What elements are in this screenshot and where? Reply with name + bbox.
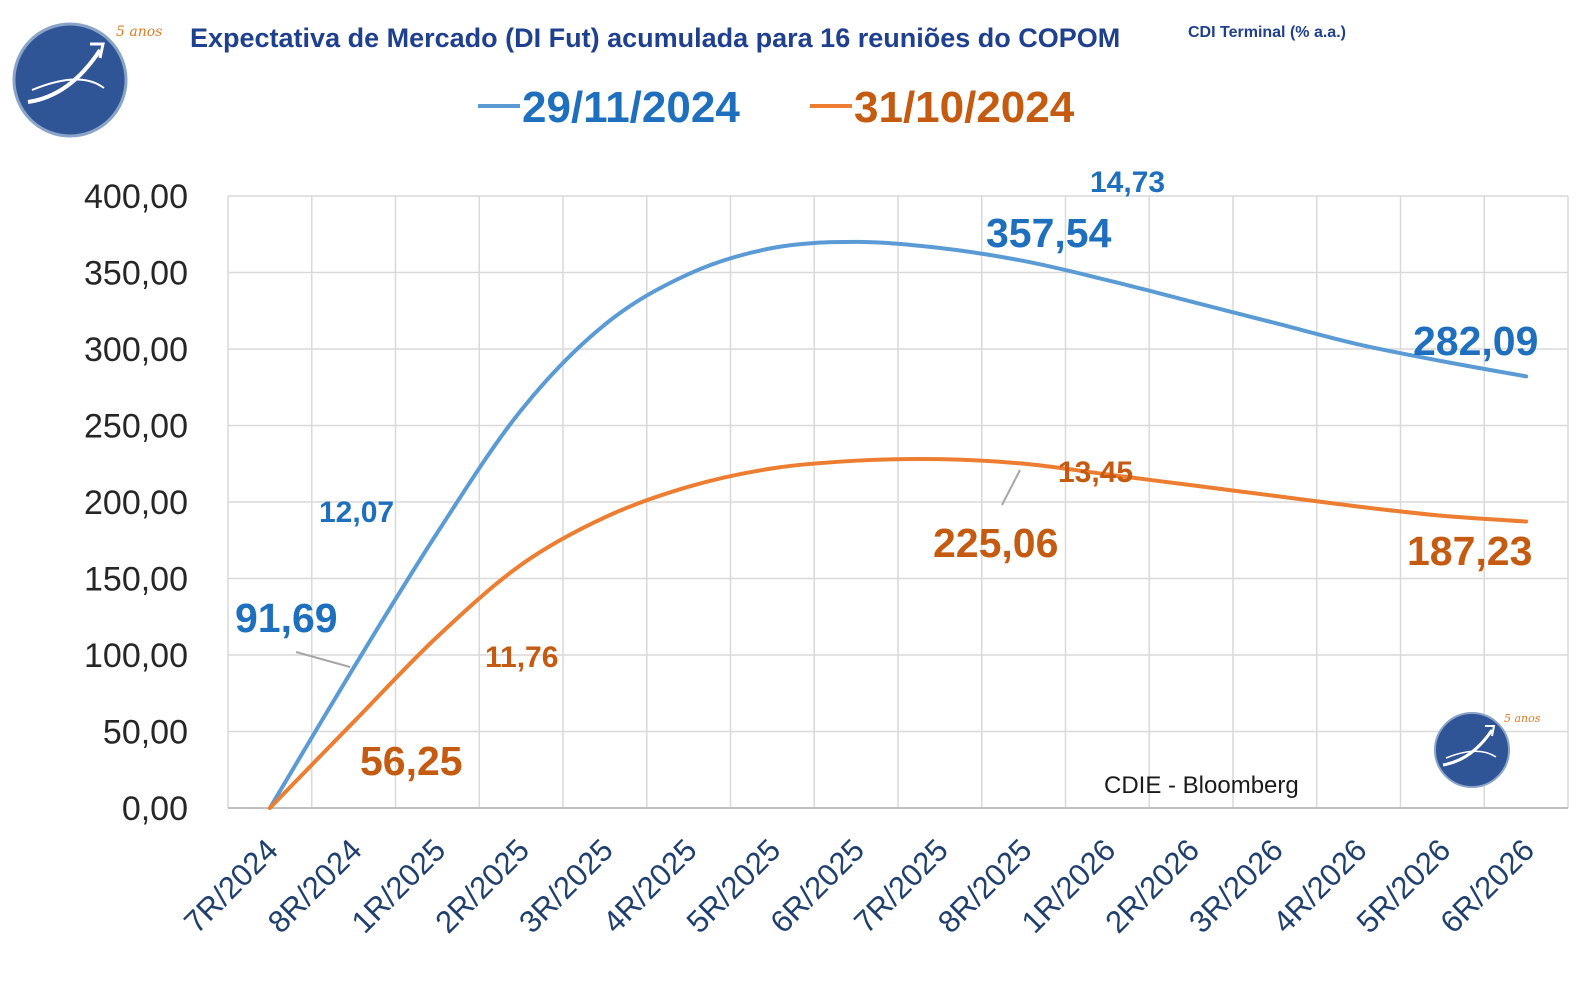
source-text: CDIE - Bloomberg: [1104, 772, 1299, 799]
data-label-blue-6r2026: 282,09: [1413, 318, 1538, 364]
legend-label-series-1: 29/11/2024: [522, 83, 740, 132]
grid: [227, 195, 1569, 809]
y-axis: 0,00 50,00 100,00 150,00 200,00 250,00 300,00 3…: [84, 178, 188, 828]
series-line-1: [267, 239, 1529, 810]
leader-line-orange: [1001, 469, 1021, 506]
y-tick-label: 250,00: [84, 408, 188, 446]
leader-lines: [295, 469, 1021, 668]
x-tick-label: 6R/2026: [1433, 832, 1541, 940]
legend: 29/11/2024 31/10/2024: [478, 83, 1075, 132]
series-line-2: [267, 456, 1529, 810]
y-tick-label: 350,00: [84, 255, 188, 293]
chart-title: Expectativa de Mercado (DI Fut) acumulad…: [190, 23, 1120, 53]
data-label-orange-8r2025: 225,06: [933, 520, 1058, 566]
data-label-blue-8r2024: 91,69: [235, 595, 338, 641]
data-label-blue-8r2025: 357,54: [986, 210, 1112, 256]
y-tick-label: 150,00: [84, 561, 188, 599]
data-label-orange-small-2: 13,45: [1058, 456, 1133, 489]
logo-tag-bottom: 5 anos: [1504, 712, 1541, 725]
y-tick-label: 50,00: [103, 714, 188, 752]
data-label-orange-small-1: 11,76: [485, 641, 558, 674]
x-axis: 7R/20248R/20241R/20252R/20253R/20254R/20…: [177, 832, 1541, 940]
data-label-blue-small-1: 12,07: [319, 496, 394, 529]
logo-top: 5 anos: [12, 22, 162, 138]
data-label-orange-8r2024: 56,25: [360, 738, 463, 784]
chart-subtitle: CDI Terminal (% a.a.): [1188, 24, 1346, 41]
data-label-orange-6r2026: 187,23: [1407, 528, 1532, 574]
logo-bottom: 5 anos: [1434, 712, 1541, 788]
data-label-blue-small-2: 14,73: [1090, 166, 1165, 199]
y-tick-label: 200,00: [84, 484, 188, 522]
annotations: 91,69 12,07 357,54 14,73 282,09 56,25 11…: [235, 166, 1538, 784]
y-tick-label: 0,00: [122, 790, 188, 828]
y-tick-label: 400,00: [84, 178, 188, 216]
series-lines: [267, 239, 1529, 810]
logo-tag-top: 5 anos: [116, 24, 162, 40]
y-tick-label: 300,00: [84, 331, 188, 369]
leader-line-blue: [295, 651, 351, 668]
legend-label-series-2: 31/10/2024: [854, 83, 1075, 132]
y-tick-label: 100,00: [84, 637, 188, 675]
